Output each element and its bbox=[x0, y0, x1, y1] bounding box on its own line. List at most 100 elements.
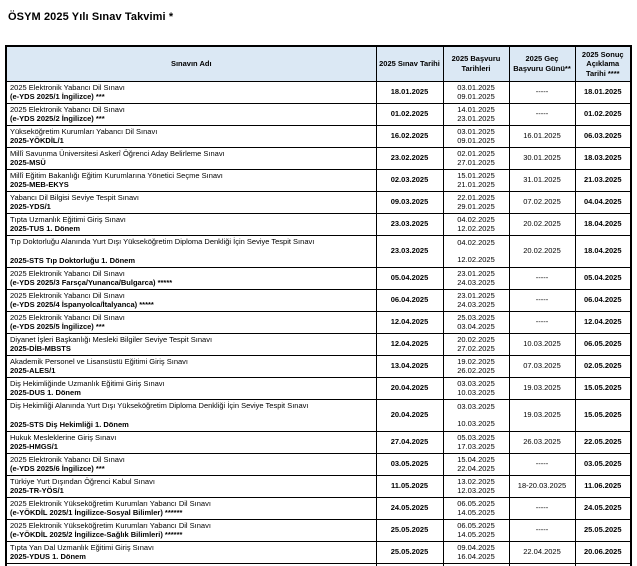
application-date-start: 23.01.2025 bbox=[457, 268, 495, 278]
application-date-end: 10.03.2025 bbox=[457, 418, 495, 428]
exam-date-cell: 20.04.2025 bbox=[375, 398, 444, 432]
table-row: 2025 Elektronik Yükseköğretim Kurumları … bbox=[5, 562, 632, 566]
application-date-end: 17.03.2025 bbox=[457, 442, 495, 451]
table-row: Diş Hekimliğinde Uzmanlık Eğitimi Giriş … bbox=[5, 376, 632, 400]
application-date-end: 03.04.2025 bbox=[457, 322, 495, 331]
application-date-start: 15.04.2025 bbox=[457, 454, 495, 464]
table-row: Tıp Doktorluğu Alanında Yurt Dışı Yüksek… bbox=[5, 234, 632, 268]
table-row: 2025 Elektronik Yabancı Dil Sınavı (e-YDS… bbox=[5, 102, 632, 126]
exam-name-line1: Akademik Personel ve Lisansüstü Eğitimi … bbox=[10, 356, 188, 366]
application-date-start: 04.02.2025 bbox=[457, 238, 495, 247]
late-application-cell: 19.03.2025 bbox=[508, 398, 576, 432]
exam-code-line: 2025-TR-YÖS/1 bbox=[10, 486, 64, 495]
application-date-end: 16.04.2025 bbox=[457, 552, 495, 561]
table-row: Hukuk Mesleklerine Giriş Sınavı 2025-HMGS… bbox=[5, 430, 632, 454]
late-application-cell: 30.01.2025 bbox=[508, 146, 576, 170]
exam-date-cell: 20.04.2025 bbox=[375, 376, 444, 400]
application-date-end: 12.03.2025 bbox=[457, 486, 495, 495]
application-date-start: 04.02.2025 bbox=[457, 214, 495, 224]
exam-date-cell: 03.05.2025 bbox=[375, 452, 444, 476]
exam-name-cell: 2025 Elektronik Yabancı Dil Sınavı (e-YDS… bbox=[5, 102, 377, 126]
exam-name-cell: Diş Hekimliği Alanında Yurt Dışı Yüksekö… bbox=[5, 398, 377, 432]
exam-name-line1: Diyanet İşleri Başkanlığı Mesleki Bilgil… bbox=[10, 334, 213, 344]
application-date-start: 05.03.2025 bbox=[457, 432, 495, 442]
exam-name-line1: Millî Eğitim Bakanlığı Eğitim Kurumların… bbox=[10, 170, 223, 180]
late-application-cell: 07.03.2025 bbox=[508, 354, 576, 378]
application-dates-cell: 09.04.2025 16.04.2025 bbox=[442, 540, 510, 564]
result-date-cell: 18.04.2025 bbox=[574, 212, 632, 236]
exam-code-line: (e-YDS 2025/4 İspanyolca/İtalyanca) ****… bbox=[10, 300, 154, 309]
application-date-end: 22.04.2025 bbox=[457, 464, 495, 473]
late-application-cell: ----- bbox=[508, 310, 576, 334]
result-date-cell: 25.05.2025 bbox=[574, 518, 632, 542]
exam-name-cell: Yükseköğretim Kurumları Yabancı Dil Sına… bbox=[5, 124, 377, 148]
exam-date-cell: 24.05.2025 bbox=[375, 496, 444, 520]
exam-code-line: 2025-YÖKDİL/1 bbox=[10, 136, 64, 145]
exam-code-line: 2025-YDUS 1. Dönem bbox=[10, 552, 86, 561]
application-date-end: 29.01.2025 bbox=[457, 202, 495, 211]
application-date-start: 06.05.2025 bbox=[457, 498, 495, 508]
exam-name-line1: Diş Hekimliği Alanında Yurt Dışı Yüksekö… bbox=[10, 401, 309, 410]
exam-code-line: (e-YDS 2025/2 İngilizce) *** bbox=[10, 114, 105, 123]
late-application-cell: 19.03.2025 bbox=[508, 376, 576, 400]
late-application-cell: ----- bbox=[508, 496, 576, 520]
application-date-end: 12.02.2025 bbox=[457, 254, 495, 264]
exam-code-line: 2025-STS Diş Hekimliği 1. Dönem bbox=[10, 419, 129, 429]
application-dates-cell: 06.05.2025 14.05.2025 bbox=[442, 518, 510, 542]
application-date-start: 14.01.2025 bbox=[457, 104, 495, 114]
application-dates-cell: 13.02.2025 12.03.2025 bbox=[442, 474, 510, 498]
application-date-start: 02.01.2025 bbox=[457, 148, 495, 158]
application-dates-cell: 05.03.2025 17.03.2025 bbox=[442, 430, 510, 454]
column-header-late-application: 2025 Geç Başvuru Günü** bbox=[508, 45, 576, 82]
application-dates-cell: 04.02.2025 12.02.2025 bbox=[442, 212, 510, 236]
exam-date-cell: 23.03.2025 bbox=[375, 212, 444, 236]
result-date-cell: 24.05.2025 bbox=[574, 496, 632, 520]
application-date-start: 03.03.2025 bbox=[457, 378, 495, 388]
exam-name-cell: Tıpta Uzmanlık Eğitimi Giriş Sınavı 2025-… bbox=[5, 212, 377, 236]
table-row: 2025 Elektronik Yabancı Dil Sınavı (e-YDS… bbox=[5, 266, 632, 290]
result-date-cell: 06.04.2025 bbox=[574, 288, 632, 312]
exam-date-cell: 16.02.2025 bbox=[375, 124, 444, 148]
exam-name-line1: 2025 Elektronik Yükseköğretim Kurumları … bbox=[10, 520, 211, 530]
exam-name-cell: Hukuk Mesleklerine Giriş Sınavı 2025-HMGS… bbox=[5, 430, 377, 454]
result-date-cell: 18.04.2025 bbox=[574, 234, 632, 268]
application-dates-cell: 03.01.2025 09.01.2025 bbox=[442, 80, 510, 104]
exam-name-line1: Yabancı Dil Bilgisi Seviye Tespit Sınavı bbox=[10, 192, 139, 202]
table-row: Yabancı Dil Bilgisi Seviye Tespit Sınavı… bbox=[5, 190, 632, 214]
application-dates-cell: 03.01.2025 09.01.2025 bbox=[442, 124, 510, 148]
table-row: Akademik Personel ve Lisansüstü Eğitimi … bbox=[5, 354, 632, 378]
application-dates-cell: 23.01.2025 24.03.2025 bbox=[442, 288, 510, 312]
late-application-cell: 16.01.2025 bbox=[508, 124, 576, 148]
result-date-cell: 05.04.2025 bbox=[574, 266, 632, 290]
application-date-end: 24.03.2025 bbox=[457, 278, 495, 287]
table-row: 2025 Elektronik Yabancı Dil Sınavı (e-YDS… bbox=[5, 80, 632, 104]
exam-date-cell: 12.04.2025 bbox=[375, 310, 444, 334]
late-application-cell: 10.03.2025 bbox=[508, 332, 576, 356]
page-title: ÖSYM 2025 Yılı Sınav Takvimi * bbox=[8, 11, 174, 23]
exam-date-cell: 13.04.2025 bbox=[375, 354, 444, 378]
result-date-cell: 20.06.2025 bbox=[574, 540, 632, 564]
application-date-end: 14.05.2025 bbox=[457, 508, 495, 517]
exam-name-cell: Tıp Doktorluğu Alanında Yurt Dışı Yüksek… bbox=[5, 234, 377, 268]
application-date-start: 22.01.2025 bbox=[457, 192, 495, 202]
exam-code-line: 2025-MSÜ bbox=[10, 158, 46, 167]
header-row: Sınavın Adı 2025 Sınav Tarihi 2025 Başvu… bbox=[5, 45, 632, 82]
result-date-cell: 06.03.2025 bbox=[574, 124, 632, 148]
result-date-cell: 11.06.2025 bbox=[574, 474, 632, 498]
result-date-cell: 15.05.2025 bbox=[574, 376, 632, 400]
exam-name-line1: 2025 Elektronik Yabancı Dil Sınavı bbox=[10, 82, 125, 92]
application-date-end: 10.03.2025 bbox=[457, 388, 495, 397]
exam-date-cell: 02.03.2025 bbox=[375, 168, 444, 192]
application-date-end: 09.01.2025 bbox=[457, 136, 495, 145]
exam-name-cell: Akademik Personel ve Lisansüstü Eğitimi … bbox=[5, 354, 377, 378]
application-dates-cell: 02.01.2025 27.01.2025 bbox=[442, 146, 510, 170]
result-date-cell: 21.03.2025 bbox=[574, 168, 632, 192]
application-date-start: 03.03.2025 bbox=[457, 402, 495, 411]
exam-name-line1: 2025 Elektronik Yükseköğretim Kurumları … bbox=[10, 498, 211, 508]
application-date-start: 25.03.2025 bbox=[457, 312, 495, 322]
table-row: Türkiye Yurt Dışından Öğrenci Kabul Sına… bbox=[5, 474, 632, 498]
exam-name-line1: 2025 Elektronik Yabancı Dil Sınavı bbox=[10, 104, 125, 114]
exam-code-line: (e-YDS 2025/3 Farsça/Yunanca/Bulgarca) *… bbox=[10, 278, 173, 287]
exam-name-line1: 2025 Elektronik Yükseköğretim Kurumları … bbox=[10, 565, 373, 566]
application-date-start: 09.04.2025 bbox=[457, 542, 495, 552]
